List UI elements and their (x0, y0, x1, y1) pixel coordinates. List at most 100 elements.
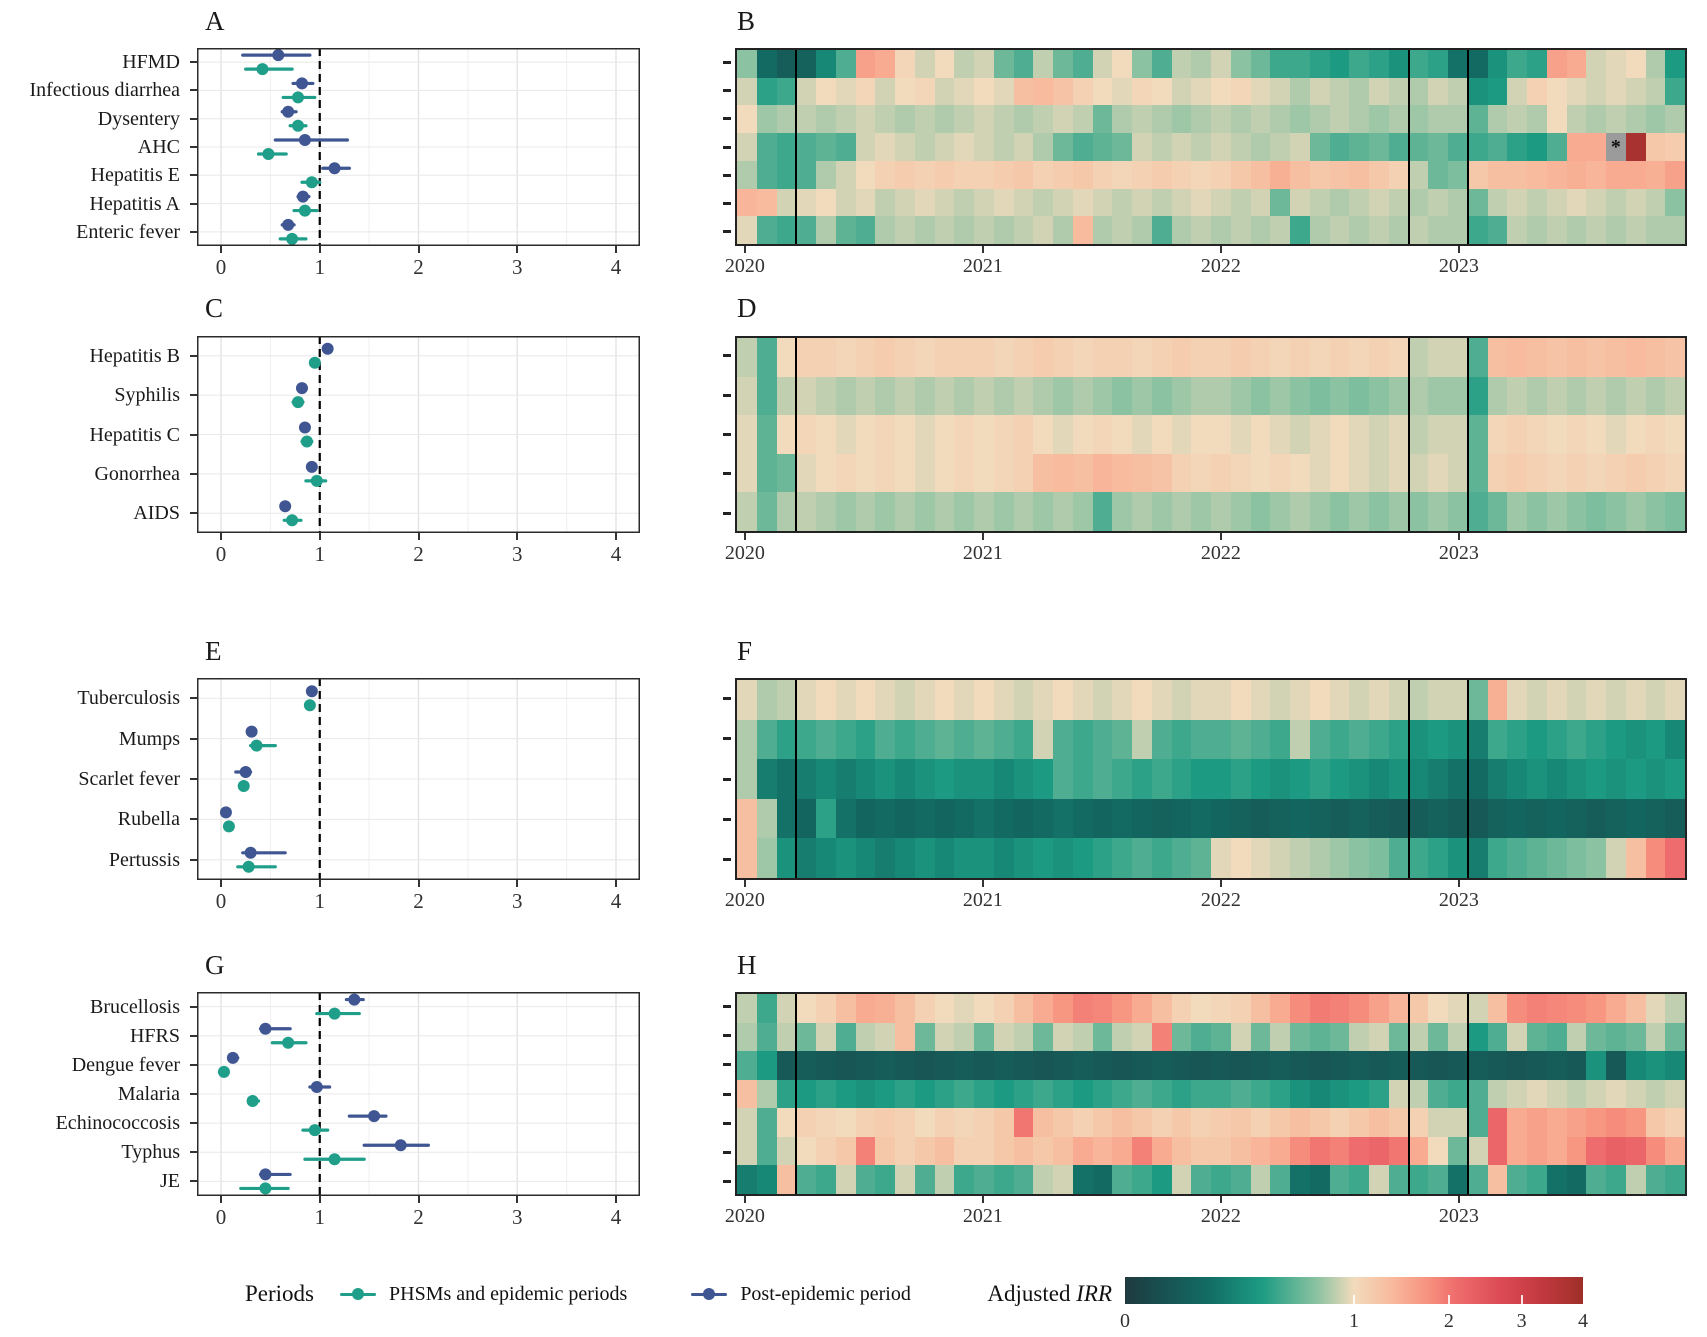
heatmap-cell (1013, 160, 1034, 189)
forest-plot-svg-c (197, 336, 640, 533)
heatmap-cell (1211, 759, 1231, 799)
heatmap-cell (1230, 1079, 1251, 1109)
heatmap-cell (1586, 798, 1606, 839)
heatmap-cell (1408, 719, 1429, 760)
heatmap-cell (1408, 188, 1429, 217)
heatmap-cell (1566, 453, 1587, 493)
heatmap-cell (756, 759, 777, 799)
heatmap-cell (875, 453, 895, 493)
heatmap-cell (1408, 105, 1429, 134)
heatmap-cell (1487, 1108, 1508, 1137)
heatmap-cell (914, 1165, 935, 1195)
heatmap-cell (974, 50, 994, 78)
heatmap-cell (1369, 50, 1389, 78)
heatmap-cell (1132, 338, 1152, 377)
heatmap-cell (1230, 1051, 1251, 1080)
post-pointrange-dengue-fever (226, 1051, 240, 1064)
heatmap-cell (1625, 1022, 1646, 1052)
heatmap-cell (1112, 838, 1132, 878)
heatmap-cell (1507, 1136, 1527, 1166)
heatmap-cell (1349, 1165, 1369, 1195)
colorbar-tick-label: 3 (1516, 1310, 1527, 1332)
heatmap-cell (855, 160, 876, 189)
heatmap-cell (895, 994, 915, 1023)
heatmap-cell (1092, 719, 1113, 760)
heatmap-cell (756, 1022, 777, 1052)
heatmap-cell (1408, 838, 1429, 878)
heatmap-cell (1467, 1136, 1488, 1166)
legend-item-phsm: PHSMs and epidemic periods (340, 1283, 627, 1306)
heatmap-cell (816, 50, 836, 78)
y-axis-tick (190, 146, 197, 148)
heatmap-row-hepatitis-a (737, 188, 1685, 217)
heatmap-cell (1033, 1022, 1053, 1052)
heatmap-cell (934, 798, 955, 839)
x-axis-tick (318, 1196, 321, 1203)
heatmap-cell (1270, 133, 1290, 161)
heatmap-cell (1645, 719, 1666, 760)
heatmap-cell (1487, 798, 1508, 839)
heatmap-cell (1112, 216, 1132, 245)
post-pointrange-echinococcosis (347, 1110, 388, 1123)
heatmap-cell (756, 376, 777, 416)
heatmap-cell (776, 415, 797, 454)
heatmap-cell (1467, 1108, 1488, 1137)
y-axis-label-hepatitis-c: Hepatitis C (89, 423, 180, 446)
heatmap-cell (737, 1136, 757, 1166)
heatmap-year-label: 2021 (962, 1205, 1003, 1227)
heatmap-cell (1211, 1108, 1231, 1137)
heatmap-cell (1171, 994, 1192, 1023)
y-axis-tick (190, 1180, 197, 1183)
heatmap-cell (914, 1079, 935, 1109)
heatmap-year-label: 2023 (1438, 542, 1479, 564)
heatmap-year-label: 2023 (1438, 255, 1479, 277)
y-axis-tick (190, 89, 197, 92)
point-estimate (292, 119, 305, 132)
heatmap-year-label: 2022 (1200, 889, 1241, 911)
post-pointrange-pertussis (241, 846, 287, 859)
heatmap-cell (1665, 680, 1685, 720)
panel-g-title: G (205, 950, 225, 980)
heatmap-cell (1369, 680, 1389, 720)
heatmap-cell (875, 1022, 895, 1052)
heatmap-cell (1132, 105, 1152, 134)
heatmap-cell (776, 719, 797, 760)
heatmap-cell (1072, 1165, 1093, 1195)
heatmap-cell (1369, 105, 1389, 134)
point-estimate (298, 204, 311, 217)
heatmap-cell (1408, 1022, 1429, 1052)
heatmap-cell (1606, 376, 1626, 416)
heatmap-cell (1606, 1108, 1626, 1137)
heatmap-cell (1665, 415, 1685, 454)
panel-h-title: H (737, 950, 757, 980)
heatmap-cell (776, 1165, 797, 1195)
y-axis-label-je: JE (160, 1170, 180, 1193)
heatmap-cell (1467, 1079, 1488, 1109)
heatmap-h (735, 992, 1687, 1196)
heatmap-cell (1625, 415, 1646, 454)
heatmap-cell (1546, 376, 1567, 416)
heatmap-cell (1290, 838, 1310, 878)
heatmap-cell (835, 1051, 856, 1080)
heatmap-cell (796, 759, 816, 799)
heatmap-cell (1033, 50, 1053, 78)
heatmap-cell (1211, 188, 1231, 217)
heatmap-cell (1606, 338, 1626, 377)
period-boundary-line (795, 994, 798, 1194)
heatmap-cell (1072, 838, 1093, 878)
heatmap-cell (1033, 838, 1053, 878)
heatmap-cell (1349, 719, 1369, 760)
heatmap-cell (1388, 77, 1409, 106)
heatmap-cell (1448, 77, 1468, 106)
heatmap-cell (1290, 798, 1310, 839)
heatmap-cell (1388, 105, 1409, 134)
heatmap-cell (1527, 1165, 1547, 1195)
heatmap-cell (776, 77, 797, 106)
heatmap-cell (1566, 216, 1587, 245)
heatmap-cell (1013, 1051, 1034, 1080)
heatmap-cell (1151, 1051, 1172, 1080)
heatmap-cell (1349, 492, 1369, 531)
point-estimate (272, 49, 285, 62)
heatmap-cell (1230, 216, 1251, 245)
post-pointrange-hepatitis-e (321, 162, 351, 175)
